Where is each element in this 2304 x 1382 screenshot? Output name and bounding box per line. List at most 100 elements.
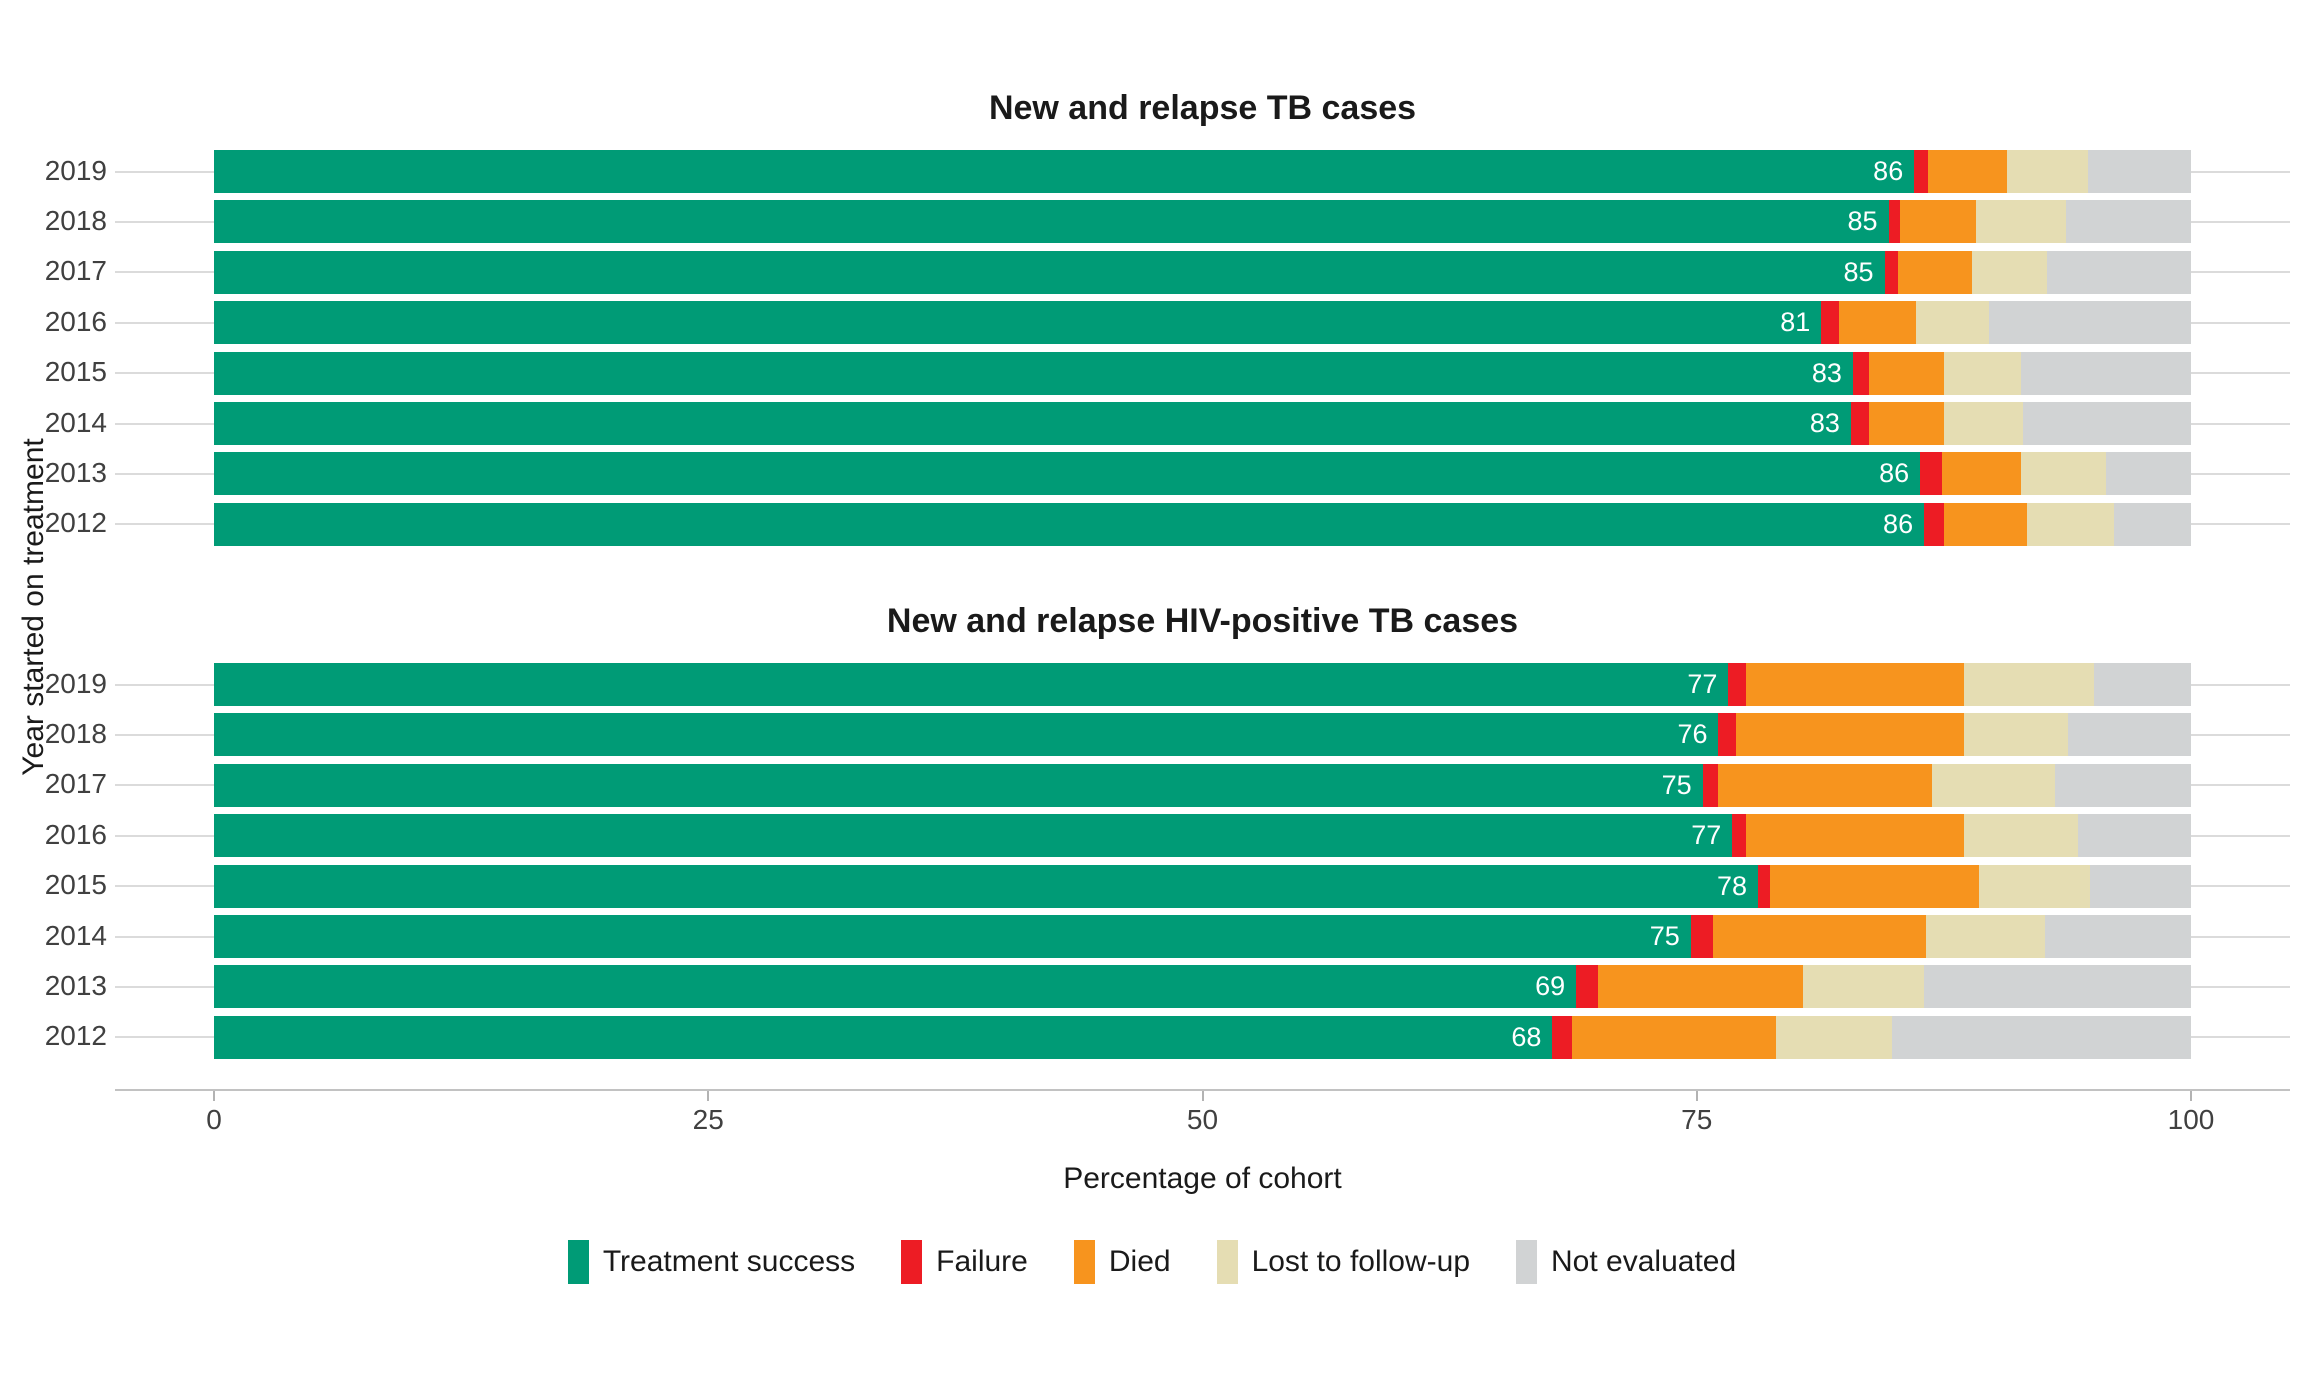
treatment-success-value-label: 86 <box>1873 156 1904 186</box>
segment-lost-to-follow-up <box>1971 250 2047 294</box>
segment-not-evaluated <box>1892 1015 2191 1059</box>
treatment-success-value-label: 76 <box>1677 719 1708 750</box>
year-tick-label: 2015 <box>44 869 107 901</box>
segment-died <box>1943 502 2027 546</box>
legend-item: Lost to follow-up <box>1216 1240 1470 1284</box>
treatment-success-value-label: 81 <box>1780 307 1811 338</box>
segment-not-evaluated <box>2090 864 2191 908</box>
bar-row-2015: 78 <box>214 864 2191 908</box>
year-tick-label: 2018 <box>44 717 107 749</box>
bar-row-2015: 83 <box>214 351 2191 395</box>
segment-lost-to-follow-up <box>1963 814 2079 858</box>
segment-lost-to-follow-up <box>1916 301 1990 345</box>
treatment-success-value-label: 77 <box>1691 820 1722 851</box>
bar-row-2012: 86 <box>214 502 2191 546</box>
segment-died <box>1941 452 2021 496</box>
legend-item: Treatment success <box>567 1240 856 1284</box>
bar-row-2019: 77 <box>214 663 2191 706</box>
treatment-success-value-label: 85 <box>1847 206 1878 237</box>
segment-lost-to-follow-up <box>1979 864 2091 908</box>
x-tick-label: 25 <box>692 1104 724 1135</box>
segment-lost-to-follow-up <box>1943 351 2021 395</box>
legend-color-key <box>1073 1240 1095 1284</box>
legend-label: Treatment success <box>602 1245 856 1278</box>
treatment-success-value-label: 78 <box>1716 870 1748 901</box>
legend-color-key <box>567 1240 589 1284</box>
x-tick-mark <box>1695 1091 1698 1101</box>
x-tick-mark <box>707 1091 710 1101</box>
year-tick-label: 2017 <box>44 255 107 287</box>
panel-title-tb-cases: New and relapse TB cases <box>988 89 1417 127</box>
x-tick-label: 0 <box>206 1104 222 1135</box>
treatment-success-value-label: 83 <box>1809 408 1840 438</box>
segment-treatment-success: 69 <box>214 965 1577 1009</box>
year-tick-label: 2016 <box>44 818 107 850</box>
bar-row-2018: 76 <box>214 713 2191 757</box>
segment-lost-to-follow-up <box>2007 150 2089 193</box>
segment-died <box>1597 965 1804 1009</box>
year-tick-label: 2015 <box>44 356 107 388</box>
segment-treatment-success: 68 <box>214 1015 1553 1059</box>
segment-treatment-success: 85 <box>214 200 1889 244</box>
year-tick-label: 2019 <box>44 667 107 699</box>
segment-died <box>1572 1015 1776 1059</box>
segment-failure <box>1576 965 1598 1009</box>
bar-row-2014: 83 <box>214 402 2191 445</box>
segment-not-evaluated <box>2022 402 2191 445</box>
year-tick-label: 2017 <box>44 768 107 800</box>
segment-lost-to-follow-up <box>1926 915 2045 958</box>
treatment-success-value-label: 83 <box>1811 357 1842 388</box>
x-tick-label: 50 <box>1186 1104 1219 1135</box>
segment-failure <box>1552 1015 1573 1059</box>
year-tick-label: 2019 <box>44 154 107 186</box>
segment-not-evaluated <box>2078 814 2191 858</box>
bar-row-2013: 69 <box>214 965 2191 1009</box>
year-tick-label: 2014 <box>44 919 107 951</box>
segment-died <box>1839 301 1917 345</box>
legend-label: Failure <box>936 1245 1028 1278</box>
year-tick-label: 2013 <box>44 456 107 488</box>
segment-failure <box>1758 864 1770 908</box>
segment-failure <box>1850 402 1869 445</box>
segment-failure <box>1821 301 1840 345</box>
segment-treatment-success: 78 <box>214 864 1759 908</box>
segment-not-evaluated <box>2068 713 2191 757</box>
treatment-success-value-label: 75 <box>1661 769 1692 800</box>
x-tick-label: 100 <box>2167 1104 2215 1135</box>
segment-lost-to-follow-up <box>1803 965 1925 1009</box>
bar-row-2019: 86 <box>214 150 2191 193</box>
treatment-success-value-label: 77 <box>1687 669 1718 699</box>
legend-label: Not evaluated <box>1551 1245 1737 1278</box>
year-tick-label: 2016 <box>44 305 107 337</box>
segment-failure <box>1718 713 1737 757</box>
x-tick-mark <box>213 1091 215 1101</box>
treatment-success-value-label: 75 <box>1649 921 1680 951</box>
segment-died <box>1769 864 1980 908</box>
segment-treatment-success: 77 <box>214 663 1729 706</box>
treatment-success-value-label: 86 <box>1883 508 1914 539</box>
legend-item: Failure <box>901 1240 1028 1284</box>
bar-row-2016: 77 <box>214 814 2191 858</box>
year-tick-label: 2018 <box>44 204 107 236</box>
x-axis-title: Percentage of cohort <box>1063 1162 1342 1195</box>
year-tick-label: 2012 <box>44 1020 107 1052</box>
bar-row-2017: 85 <box>214 250 2191 294</box>
segment-lost-to-follow-up <box>2026 502 2114 546</box>
segment-not-evaluated <box>1989 301 2191 345</box>
legend-item: Not evaluated <box>1516 1240 1736 1284</box>
x-tick-label: 75 <box>1681 1104 1713 1135</box>
segment-not-evaluated <box>2054 763 2191 807</box>
segment-died <box>1868 351 1944 395</box>
segment-died <box>1718 763 1932 807</box>
segment-not-evaluated <box>2105 452 2191 496</box>
segment-not-evaluated <box>2088 150 2191 193</box>
bar-row-2014: 75 <box>214 915 2191 958</box>
segment-treatment-success: 83 <box>214 402 1851 445</box>
treatment-success-value-label: 69 <box>1535 971 1566 1002</box>
segment-died <box>1712 915 1927 958</box>
segment-not-evaluated <box>2020 351 2191 395</box>
segment-treatment-success: 86 <box>214 502 1925 546</box>
segment-not-evaluated <box>2044 915 2191 958</box>
legend-color-key <box>901 1240 923 1284</box>
